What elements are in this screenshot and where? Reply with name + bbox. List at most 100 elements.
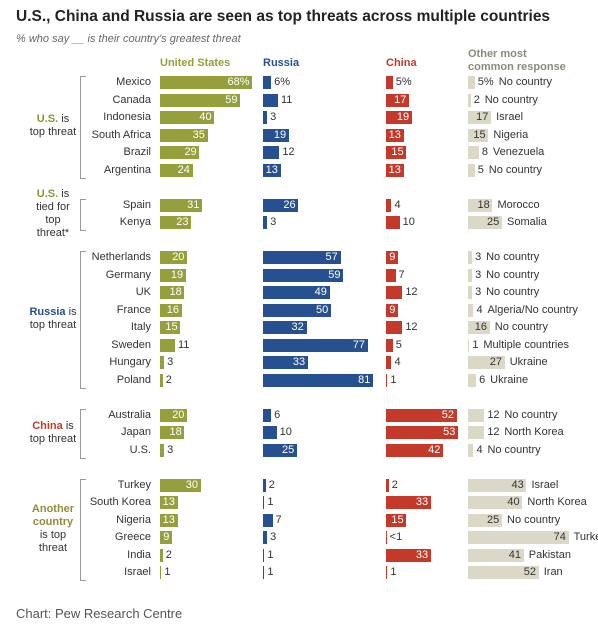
value-label: 1 (164, 566, 171, 578)
bar (160, 251, 188, 264)
bar (468, 163, 475, 177)
bar (386, 128, 404, 142)
bar (263, 531, 268, 544)
row-label: Hungary (109, 356, 151, 368)
bar (468, 566, 539, 579)
value-label: 3 (475, 268, 482, 281)
bar (386, 408, 457, 422)
bar (468, 531, 569, 544)
value-label: 15 (473, 128, 486, 141)
value-label: 29 (184, 146, 197, 158)
bar (263, 303, 331, 317)
value-label: 33 (292, 356, 306, 368)
value-label: 2 (165, 373, 172, 386)
bar (160, 163, 193, 177)
bar (468, 286, 473, 299)
response-label: No country (486, 251, 540, 263)
value-label: 35 (192, 128, 205, 141)
row-label: Spain (122, 198, 151, 211)
value-label: 2 (391, 478, 398, 491)
value-label: <1 (389, 531, 403, 543)
value-label: 12 (487, 408, 500, 421)
value-label: 41 (508, 548, 521, 561)
response-label: Turkey (573, 531, 598, 543)
group-label: Russia is top threat (28, 306, 78, 332)
row-label: U.S. (129, 443, 151, 456)
bar (160, 513, 178, 527)
value-label: 6 (479, 373, 486, 386)
bar (468, 128, 489, 142)
value-label: 18 (477, 198, 490, 211)
value-label: 3 (270, 111, 277, 123)
bar (468, 356, 505, 369)
bar (160, 128, 208, 142)
bar (263, 216, 268, 229)
value-label: 13 (162, 496, 175, 508)
bar (386, 513, 407, 527)
group-name: China (32, 419, 63, 432)
value-label: 12 (405, 321, 418, 333)
row-label: Canada (112, 93, 151, 106)
bar (386, 163, 404, 177)
value-label: 52 (441, 408, 454, 421)
row-label: Mexico (116, 76, 151, 88)
column-header: United States (160, 57, 231, 69)
bar (160, 111, 215, 124)
bar (263, 566, 265, 579)
bar (468, 443, 474, 457)
bar (468, 268, 473, 282)
value-label: 68% (227, 76, 250, 88)
row-label: Poland (116, 373, 151, 386)
value-label: 52 (523, 566, 536, 578)
bar (160, 93, 241, 107)
value-label: 20 (172, 408, 185, 421)
value-label: 15 (165, 321, 178, 333)
bar (160, 496, 178, 509)
bar (263, 496, 265, 509)
value-label: 5% (477, 76, 494, 88)
bar (386, 338, 393, 352)
bar (468, 548, 524, 562)
bar (468, 198, 493, 212)
group-bracket (80, 198, 86, 231)
row-label: South Africa (91, 128, 151, 141)
bar (160, 146, 200, 159)
bar (468, 338, 470, 352)
group-note: is top threat (29, 113, 77, 139)
source: Chart: Pew Research Centre (16, 606, 183, 621)
bar (263, 76, 272, 89)
group-bracket (80, 251, 86, 389)
row-label: Nigeria (116, 513, 151, 526)
bar (386, 566, 388, 579)
row-label: Israel (124, 566, 151, 578)
value-label: 9 (389, 251, 396, 263)
bar (263, 443, 297, 457)
value-label: 59 (328, 268, 341, 281)
value-label: 3 (475, 251, 482, 263)
group-note: is top threat (29, 419, 77, 445)
bar (386, 146, 407, 159)
bar (386, 373, 388, 387)
bar (386, 111, 412, 124)
value-label: 50 (316, 303, 329, 316)
row-label: Greece (114, 531, 151, 543)
response-label: Somalia (507, 216, 547, 228)
value-label: 12 (282, 146, 295, 158)
group-name: Russia (29, 305, 66, 318)
response-label: Israel (531, 478, 559, 491)
value-label: 16 (166, 303, 179, 316)
row-label: Brazil (123, 146, 151, 158)
value-label: 23 (176, 216, 189, 228)
value-label: 5 (395, 338, 402, 351)
bar (468, 216, 502, 229)
bar (263, 373, 374, 387)
value-label: 74 (553, 531, 566, 543)
value-label: 15 (391, 513, 404, 526)
value-label: 12 (405, 286, 418, 298)
group-label: Another country is top threat (28, 503, 78, 555)
bar (263, 513, 273, 527)
bar (386, 548, 431, 562)
bar (386, 268, 396, 282)
bar (468, 146, 479, 159)
value-label: 3 (475, 286, 482, 298)
